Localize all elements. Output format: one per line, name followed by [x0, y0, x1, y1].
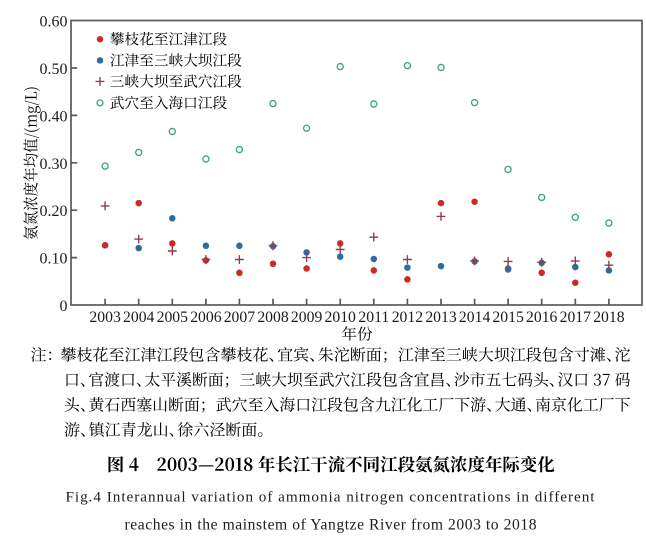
svg-text:0.50: 0.50 [40, 61, 68, 78]
svg-text:0.10: 0.10 [40, 251, 68, 268]
svg-text:2006: 2006 [190, 309, 222, 326]
svg-text:Fig.4 Interannual variation of: Fig.4 Interannual variation of ammonia n… [66, 488, 596, 505]
svg-text:2014: 2014 [459, 309, 491, 326]
svg-text:2005: 2005 [157, 309, 189, 326]
svg-text:0.20: 0.20 [40, 203, 68, 220]
svg-text:2003: 2003 [89, 309, 121, 326]
svg-text:2016: 2016 [526, 309, 558, 326]
svg-text:2008: 2008 [257, 309, 289, 326]
svg-text:2007: 2007 [224, 309, 256, 326]
svg-text:2017: 2017 [560, 309, 592, 326]
svg-text:0.30: 0.30 [40, 156, 68, 173]
svg-text:2015: 2015 [492, 309, 524, 326]
svg-text:2009: 2009 [291, 309, 323, 326]
svg-text:2012: 2012 [392, 309, 423, 326]
svg-text:0: 0 [60, 298, 68, 315]
svg-text:2010: 2010 [325, 309, 357, 326]
svg-text:2011: 2011 [358, 309, 389, 326]
svg-text:2004: 2004 [123, 309, 155, 326]
svg-text:2018: 2018 [593, 309, 625, 326]
svg-text:2013: 2013 [425, 309, 457, 326]
svg-text:0.60: 0.60 [40, 14, 68, 31]
svg-text:reaches in the mainstem of Yan: reaches in the mainstem of Yangtze River… [125, 516, 537, 533]
svg-text:0.40: 0.40 [40, 108, 68, 125]
